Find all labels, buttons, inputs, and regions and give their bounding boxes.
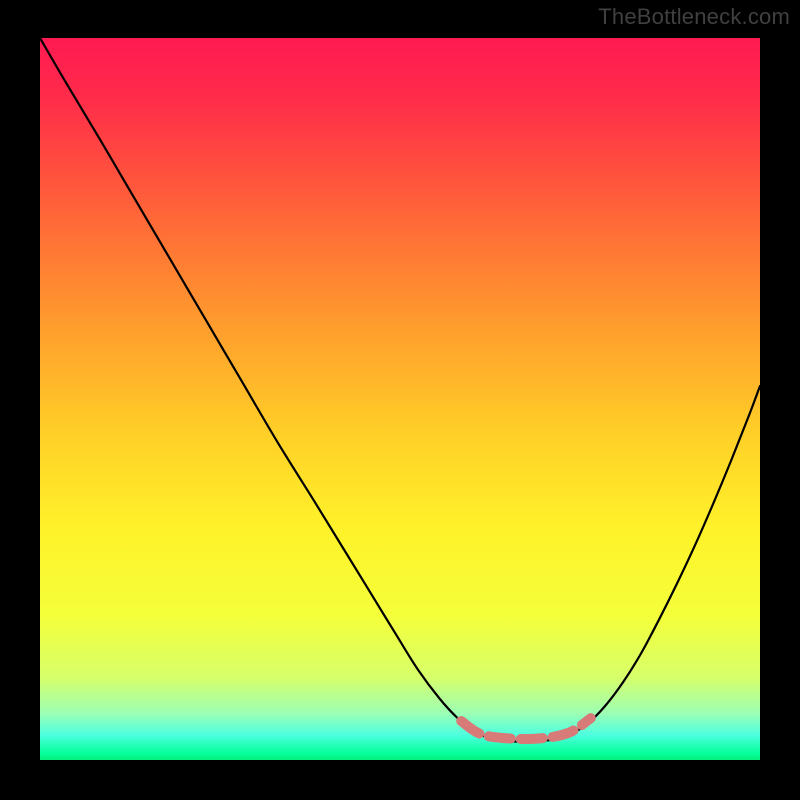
watermark-text: TheBottleneck.com	[598, 4, 790, 30]
gradient-background	[40, 38, 760, 760]
plot-area	[40, 38, 760, 760]
gradient-curve-chart	[40, 38, 760, 760]
chart-frame: TheBottleneck.com	[0, 0, 800, 800]
